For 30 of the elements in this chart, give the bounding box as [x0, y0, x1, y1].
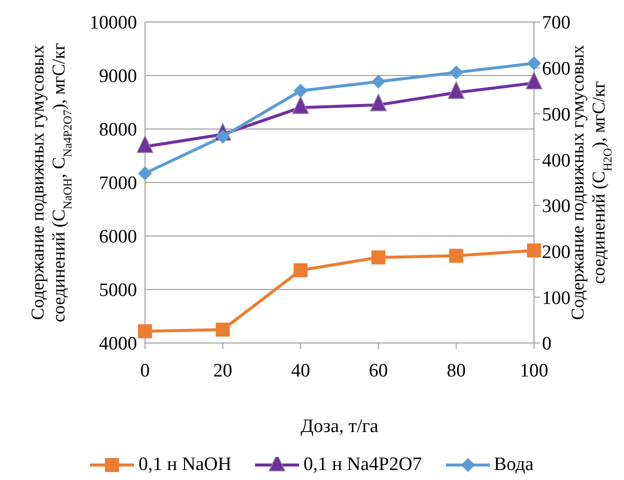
x-tick-label: 0	[140, 360, 150, 382]
y2-tick-label: 300	[542, 196, 570, 218]
x-tick-label: 80	[446, 360, 466, 382]
y-tick-label: 4000	[99, 334, 137, 355]
legend-label: Вода	[492, 454, 534, 476]
y-tick-label: 10000	[90, 12, 137, 34]
y-tick-label: 7000	[99, 173, 137, 194]
legend-label: 0,1 н NaOH	[137, 454, 232, 476]
y2-tick-label: 200	[542, 242, 570, 264]
point	[138, 166, 152, 180]
y2-tick-label: 700	[542, 12, 570, 34]
y2-tick-label: 500	[542, 104, 570, 126]
x-tick-label: 20	[213, 360, 232, 382]
y-tick-label: 6000	[99, 226, 137, 248]
y2-tick-label: 0	[542, 334, 552, 355]
y2-tick-label: 100	[542, 288, 570, 309]
x-axis-title: Доза, т/га	[300, 416, 380, 438]
point	[449, 65, 464, 80]
legend-label: 0,1 н Na4P2O7	[302, 454, 422, 476]
x-tick-label: 60	[368, 360, 388, 382]
y2-tick-label: 400	[542, 150, 570, 172]
x-tick-label: 40	[291, 360, 310, 382]
y-tick-label: 9000	[99, 66, 137, 88]
y-tick-label: 5000	[99, 280, 137, 302]
point	[371, 74, 386, 89]
point	[527, 56, 541, 70]
point	[294, 84, 308, 98]
x-tick-label: 100	[520, 360, 548, 382]
y2-tick-label: 600	[542, 58, 570, 80]
y-tick-label: 8000	[99, 120, 137, 141]
